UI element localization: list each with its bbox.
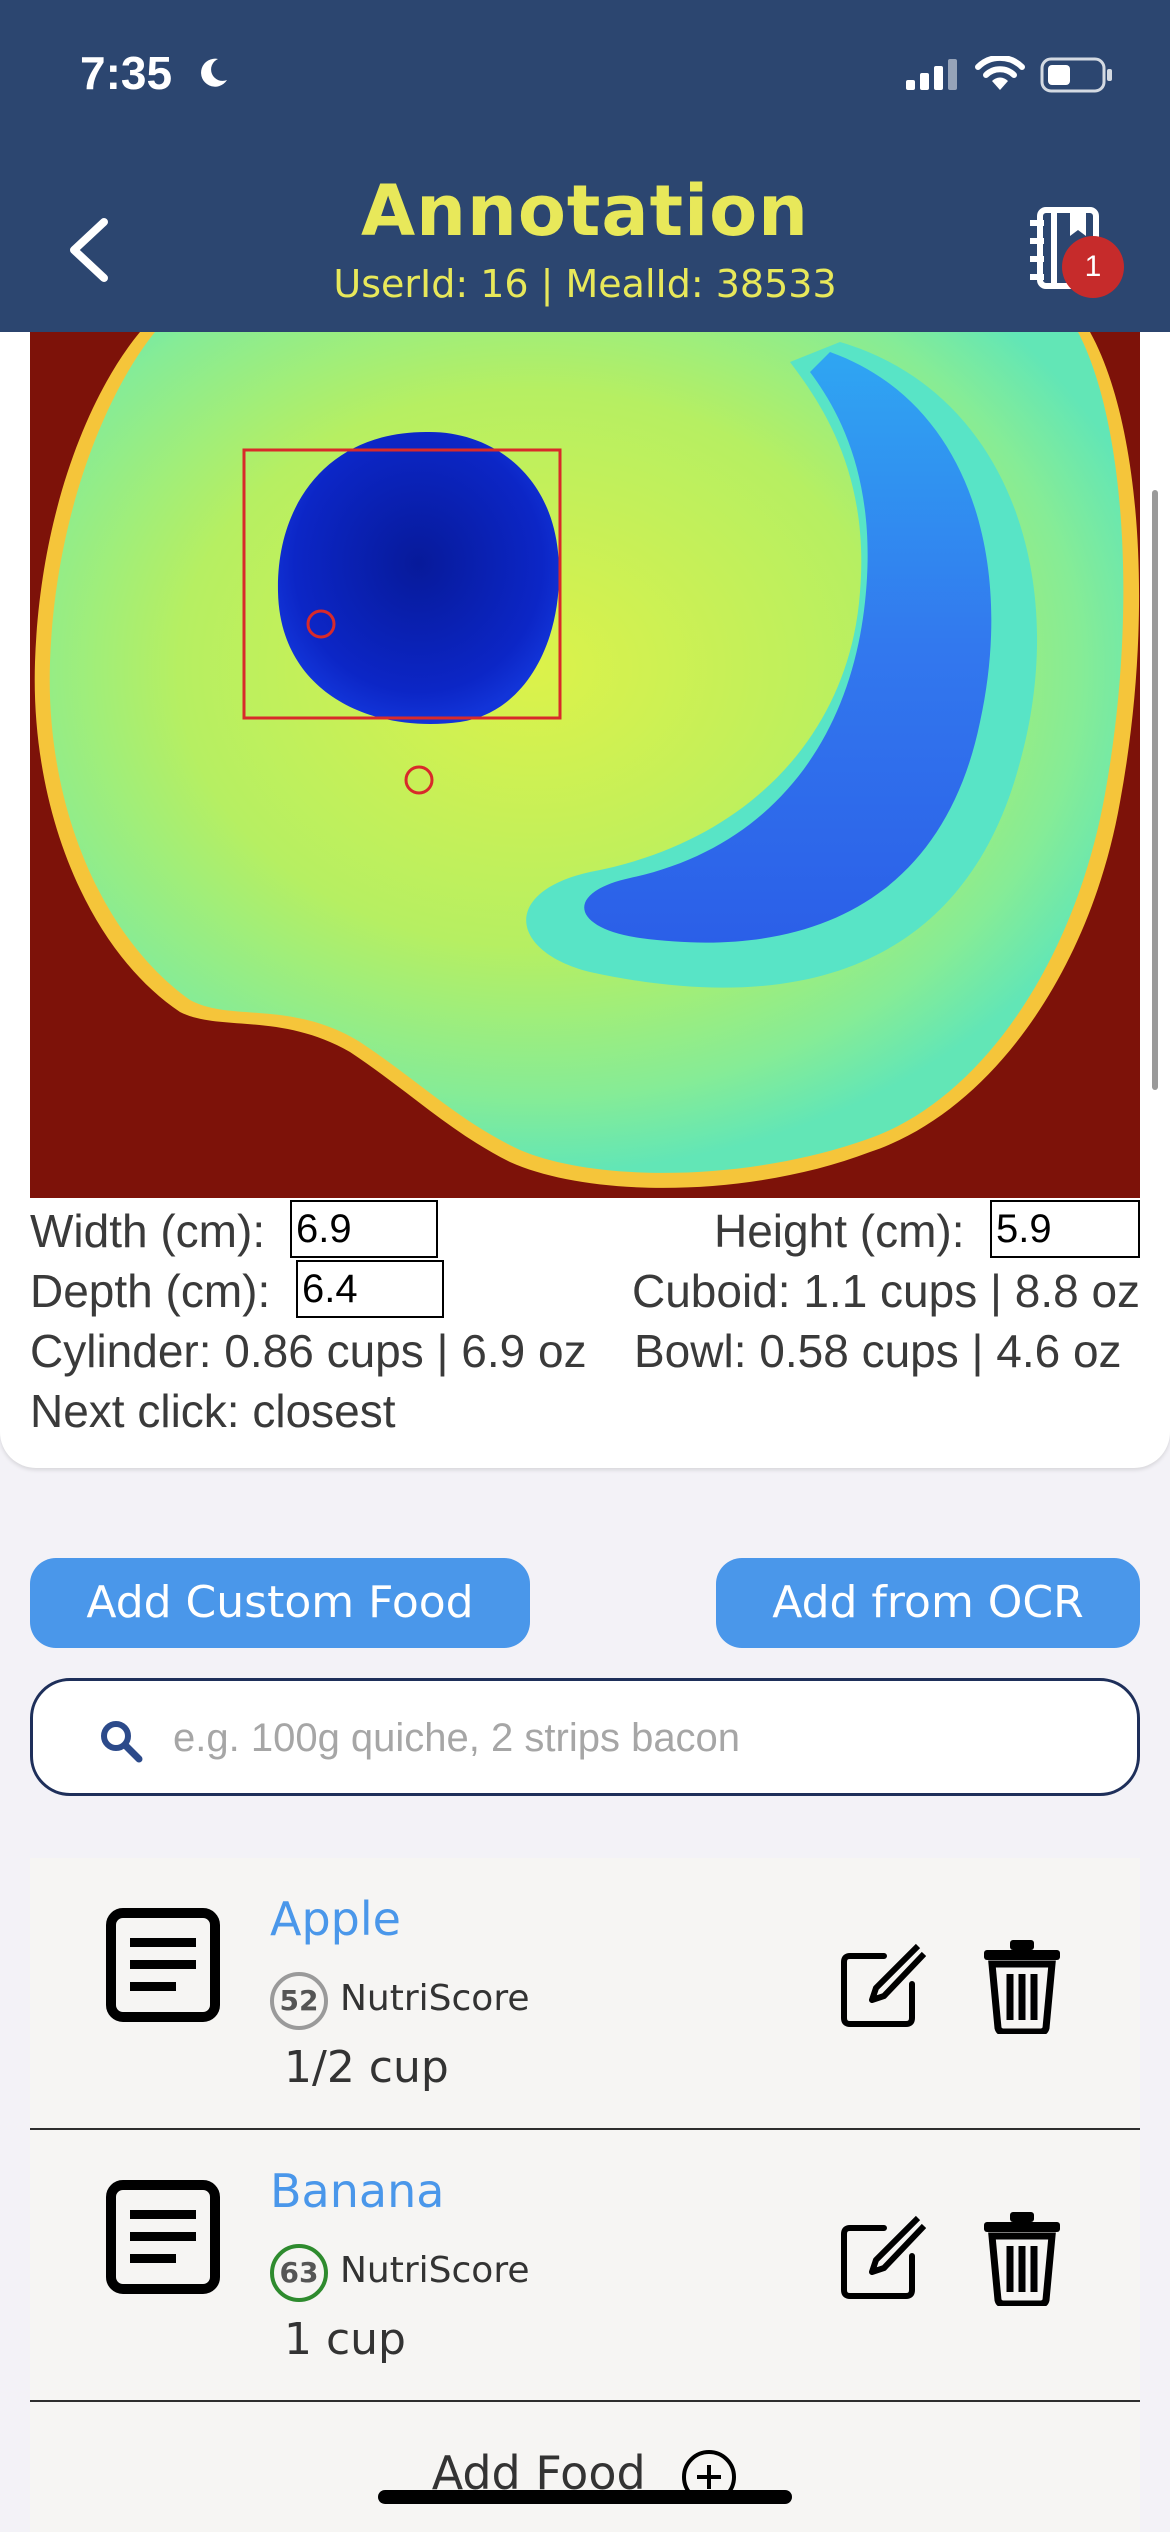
document-icon	[106, 1908, 220, 2022]
scrollbar[interactable]	[1152, 490, 1158, 1090]
moon-icon	[201, 58, 227, 87]
nutriscore-badge: 63	[270, 2244, 328, 2302]
status-bar: 7:35	[0, 0, 1170, 150]
page-subtitle: UserId: 16 | MealId: 38533	[333, 262, 837, 306]
depth-label: Depth (cm):	[30, 1265, 271, 1317]
food-name[interactable]: Banana	[270, 2164, 445, 2218]
width-field[interactable]: 6.9	[290, 1200, 438, 1258]
add-from-ocr-button[interactable]: Add from OCR	[716, 1558, 1140, 1648]
back-chevron-icon[interactable]	[60, 210, 120, 290]
document-icon	[106, 2180, 220, 2294]
depth-map-image[interactable]	[30, 332, 1140, 1198]
edit-icon[interactable]	[836, 1942, 926, 2032]
height-field[interactable]: 5.9	[990, 1200, 1140, 1258]
add-custom-food-button[interactable]: Add Custom Food	[30, 1558, 530, 1648]
food-quantity: 1/2 cup	[284, 2042, 449, 2093]
height-label: Height (cm):	[714, 1205, 965, 1257]
search-icon	[101, 1721, 143, 1763]
food-row-banana[interactable]: Banana 63 NutriScore 1 cup	[30, 2130, 1140, 2402]
notification-badge[interactable]: 1	[1062, 236, 1124, 298]
cylinder-volume: Cylinder: 0.86 cups | 6.9 oz	[30, 1325, 587, 1377]
nutriscore-badge: 52	[270, 1972, 328, 2030]
wifi-icon	[975, 56, 1025, 90]
bowl-volume: Bowl: 0.58 cups | 4.6 oz	[634, 1325, 1122, 1377]
header: Annotation UserId: 16 | MealId: 38533	[0, 150, 1170, 332]
nutriscore-label: NutriScore	[340, 2250, 530, 2291]
page-title: Annotation	[360, 170, 809, 252]
edit-icon[interactable]	[836, 2214, 926, 2304]
food-name[interactable]: Apple	[270, 1892, 401, 1946]
depth-field[interactable]: 6.4	[296, 1260, 444, 1318]
cuboid-volume: Cuboid: 1.1 cups | 8.8 oz	[632, 1265, 1141, 1317]
width-label: Width (cm):	[30, 1205, 266, 1257]
home-indicator[interactable]	[378, 2490, 792, 2504]
trash-icon[interactable]	[982, 2210, 1062, 2306]
measurement-card: Width (cm): 6.9 Height (cm): 5.9 Depth (…	[0, 332, 1170, 1468]
nutriscore-label: NutriScore	[340, 1978, 530, 2019]
search-bar[interactable]	[30, 1678, 1140, 1796]
food-quantity: 1 cup	[284, 2314, 406, 2365]
food-list: Apple 52 NutriScore 1/2 cup Banana 63 Nu…	[30, 1858, 1140, 2532]
next-click-mode: Next click: closest	[30, 1385, 396, 1437]
battery-icon	[1040, 57, 1112, 93]
status-time: 7:35	[80, 47, 173, 99]
signal-icon	[906, 59, 957, 90]
trash-icon[interactable]	[982, 1938, 1062, 2034]
search-input[interactable]	[173, 1701, 1113, 1775]
food-row-apple[interactable]: Apple 52 NutriScore 1/2 cup	[30, 1858, 1140, 2130]
